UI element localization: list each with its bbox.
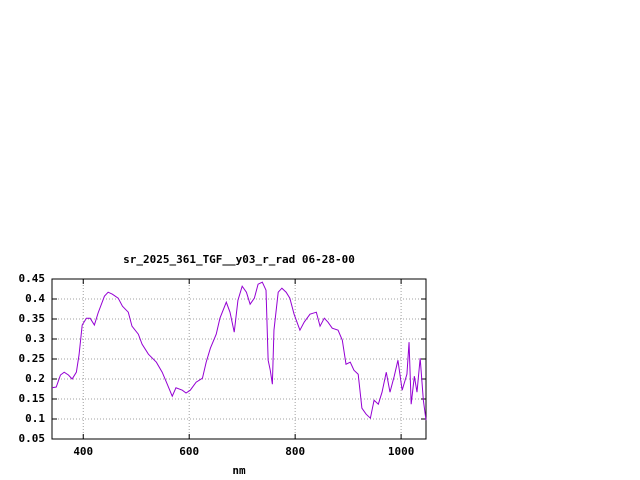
y-tick-label: 0.15: [19, 392, 46, 405]
y-tick-label: 0.2: [25, 372, 45, 385]
plot-border: [51, 278, 427, 440]
y-tick-label: 0.25: [19, 352, 46, 365]
y-tick-label: 0.05: [19, 432, 46, 445]
x-tick-label: 1000: [388, 445, 415, 458]
y-tick-label: 0.3: [25, 332, 45, 345]
y-tick-label: 0.45: [19, 272, 46, 285]
y-tick-label: 0.35: [19, 312, 46, 325]
data-line: [51, 281, 427, 421]
x-axis-label: nm: [232, 464, 246, 477]
x-tick-label: 400: [73, 445, 93, 458]
x-tick-label: 600: [179, 445, 199, 458]
chart-title: sr_2025_361_TGF__y03_r_rad 06-28-00: [123, 253, 355, 266]
y-tick-label: 0.1: [25, 412, 45, 425]
y-tick-label: 0.4: [25, 292, 45, 305]
x-tick-label: 800: [285, 445, 305, 458]
